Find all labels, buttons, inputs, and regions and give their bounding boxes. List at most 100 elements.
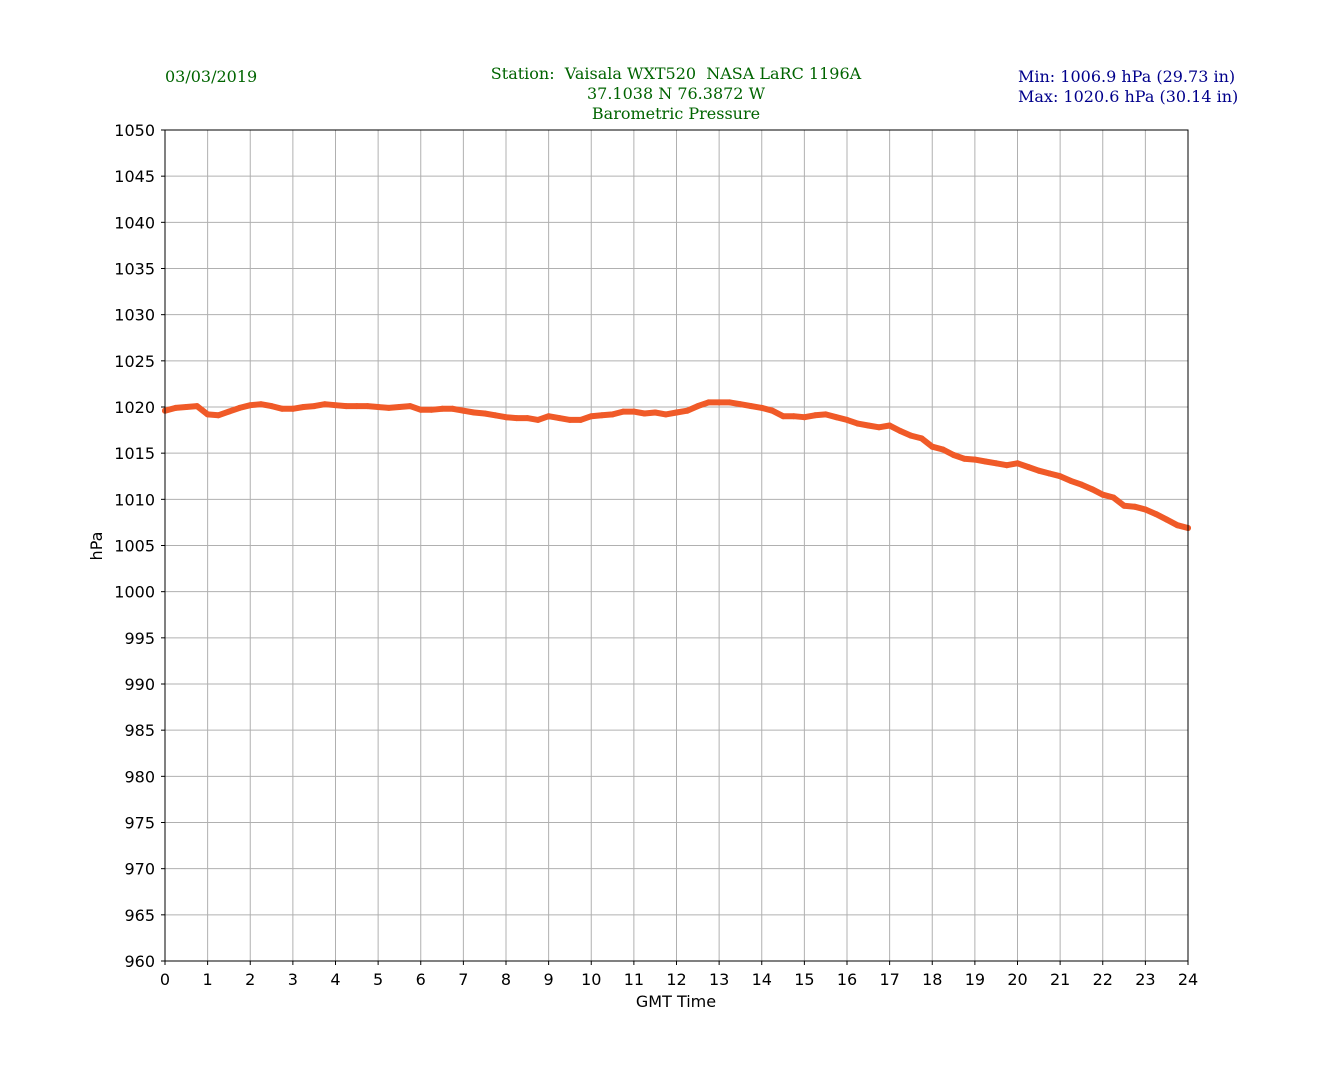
y-tick-label: 970	[124, 860, 155, 879]
pressure-data-point	[407, 403, 414, 410]
pressure-data-point	[684, 407, 691, 414]
x-tick-label: 7	[458, 970, 468, 989]
station-name: Station: Vaisala WXT520 NASA LaRC 1196A	[490, 64, 862, 83]
pressure-data-point	[321, 401, 328, 408]
pressure-data-point	[1003, 462, 1010, 469]
pressure-data-point	[513, 415, 520, 422]
pressure-data-point	[524, 415, 531, 422]
pressure-data-point	[428, 406, 435, 413]
x-tick-label: 22	[1093, 970, 1113, 989]
pressure-data-point	[577, 416, 584, 423]
pressure-data-point	[598, 412, 605, 419]
pressure-data-point	[1046, 470, 1053, 477]
pressure-data-point	[449, 405, 456, 412]
pressure-data-point	[1035, 467, 1042, 474]
y-tick-label: 1040	[114, 213, 155, 232]
y-tick-label: 1015	[114, 444, 155, 463]
pressure-data-point	[439, 405, 446, 412]
pressure-data-point	[609, 411, 616, 418]
pressure-data-point	[172, 404, 179, 411]
y-tick-label: 990	[124, 675, 155, 694]
pressure-data-point	[332, 402, 339, 409]
pressure-data-point	[481, 410, 488, 417]
pressure-data-point	[673, 409, 680, 416]
station-coordinates: 37.1038 N 76.3872 W	[586, 84, 766, 103]
pressure-data-point	[790, 413, 797, 420]
y-tick-label: 1030	[114, 306, 155, 325]
pressure-data-point	[460, 407, 467, 414]
pressure-data-point	[1121, 502, 1128, 509]
x-tick-label: 11	[624, 970, 644, 989]
pressure-data-point	[247, 402, 254, 409]
pressure-data-point	[289, 405, 296, 412]
x-tick-label: 10	[581, 970, 601, 989]
series-layer	[162, 399, 1191, 531]
y-tick-label: 960	[124, 952, 155, 971]
pressure-data-point	[961, 455, 968, 462]
y-tick-label: 1050	[114, 121, 155, 140]
y-tick-label: 1000	[114, 583, 155, 602]
pressure-data-point	[769, 407, 776, 414]
pressure-data-point	[268, 403, 275, 410]
pressure-data-point	[705, 399, 712, 406]
pressure-data-point	[545, 413, 552, 420]
pressure-data-point	[630, 408, 637, 415]
pressure-data-point	[1131, 503, 1138, 510]
pressure-data-point	[737, 401, 744, 408]
y-tick-label: 1035	[114, 260, 155, 279]
x-tick-label: 13	[709, 970, 729, 989]
variable-name: Barometric Pressure	[591, 104, 761, 123]
x-tick-label: 21	[1050, 970, 1070, 989]
pressure-data-point	[471, 409, 477, 416]
pressure-data-point	[1110, 494, 1117, 501]
pressure-data-point	[716, 399, 723, 406]
pressure-data-point	[183, 404, 190, 410]
y-tick-label: 995	[124, 629, 155, 648]
x-axis-ticks: 0 1 2 3 4 5 6 7 8 9 10 11 12 13 14 15 16 17 18 19 20 21 22 23 24	[160, 961, 1198, 989]
x-tick-label: 8	[501, 970, 511, 989]
y-tick-label: 965	[124, 906, 155, 925]
x-tick-label: 4	[330, 970, 340, 989]
pressure-data-point	[971, 456, 978, 463]
x-tick-label: 24	[1178, 970, 1198, 989]
pressure-data-point	[801, 414, 808, 421]
x-tick-label: 6	[416, 970, 426, 989]
pressure-data-point	[1014, 460, 1021, 467]
y-tick-label: 1005	[114, 537, 155, 556]
y-tick-label: 1045	[114, 167, 155, 186]
y-tick-label: 1025	[114, 352, 155, 371]
pressure-data-point	[257, 401, 264, 408]
pressure-data-point	[1078, 481, 1085, 488]
y-tick-label: 980	[124, 767, 155, 786]
x-tick-label: 19	[965, 970, 985, 989]
x-tick-label: 14	[752, 970, 772, 989]
pressure-data-point	[1174, 522, 1181, 529]
pressure-data-point	[1153, 511, 1159, 518]
pressure-data-point	[353, 403, 360, 410]
x-tick-label: 23	[1135, 970, 1155, 989]
max-value: Max: 1020.6 hPa (30.14 in)	[1018, 87, 1239, 106]
pressure-data-point	[1163, 516, 1170, 523]
pressure-data-point	[982, 458, 989, 465]
min-value: Min: 1006.9 hPa (29.73 in)	[1018, 67, 1236, 86]
pressure-data-point	[364, 403, 371, 410]
pressure-data-point	[1089, 486, 1096, 493]
y-tick-label: 985	[124, 721, 155, 740]
pressure-data-point	[780, 413, 787, 420]
pressure-data-point	[1099, 491, 1106, 498]
pressure-data-point	[812, 412, 818, 419]
pressure-data-point	[929, 443, 936, 450]
pressure-data-point	[844, 416, 850, 423]
y-axis-label: hPa	[87, 532, 106, 561]
x-tick-label: 5	[373, 970, 383, 989]
pressure-data-point	[556, 415, 563, 422]
x-tick-label: 17	[879, 970, 899, 989]
pressure-data-point	[417, 406, 424, 413]
pressure-data-point	[620, 408, 627, 415]
grid-lines	[164, 129, 1189, 962]
pressure-data-point	[588, 413, 595, 420]
x-tick-label: 1	[203, 970, 213, 989]
pressure-data-point	[854, 420, 861, 427]
pressure-data-point	[279, 405, 286, 412]
